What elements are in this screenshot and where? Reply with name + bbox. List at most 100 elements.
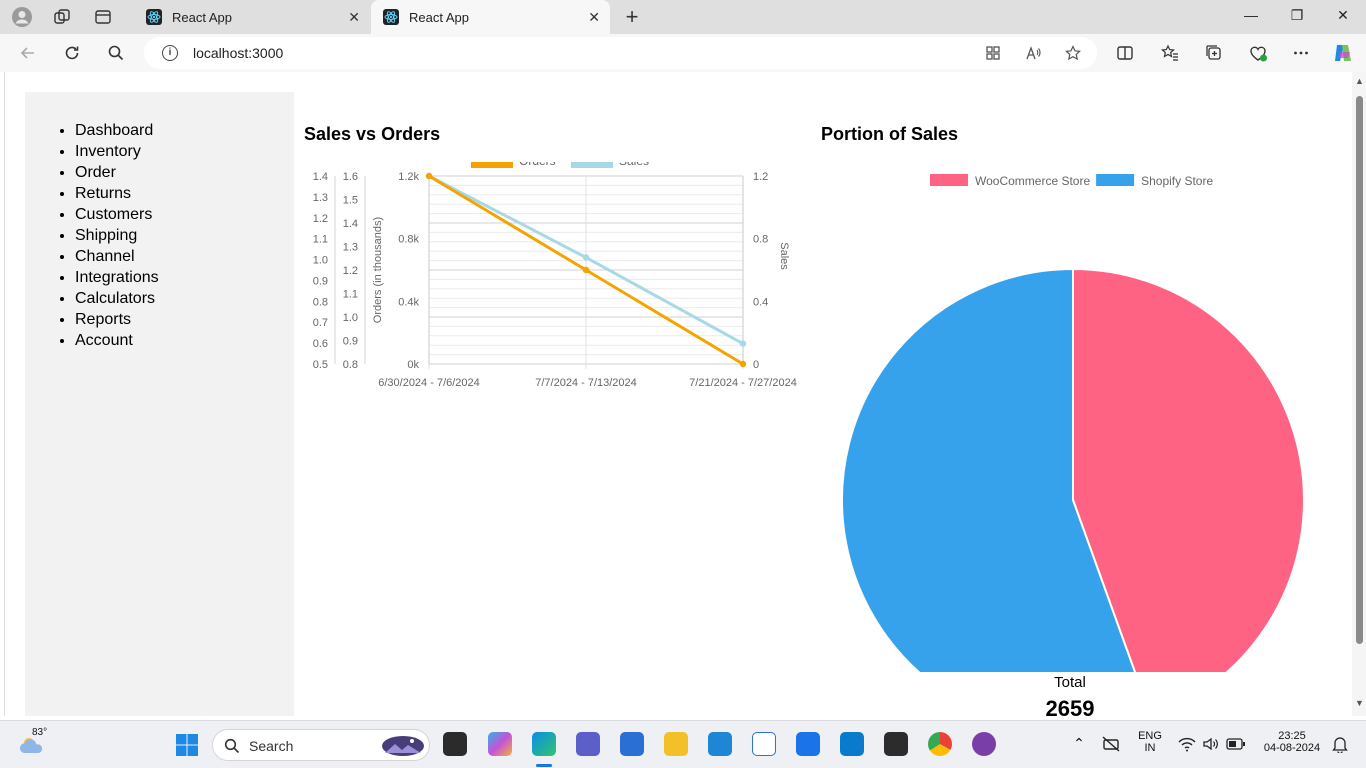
search-icon — [224, 738, 240, 754]
wifi-icon[interactable] — [1178, 736, 1196, 757]
language-indicator[interactable]: ENG IN — [1134, 730, 1166, 754]
data-point-sales — [739, 340, 747, 347]
sidebar-item-shipping[interactable]: Shipping — [75, 225, 159, 246]
active-app-indicator — [536, 764, 552, 767]
sidebar-item-calculators[interactable]: Calculators — [75, 288, 159, 309]
page-scrollbar[interactable]: ▲ ▼ — [1352, 72, 1366, 716]
taskbar-search[interactable]: Search — [212, 729, 430, 761]
extra-axis-b-tick-label: 0.9 — [343, 336, 358, 348]
x-tick-label: 7/21/2024 - 7/27/2024 — [689, 377, 797, 389]
pie-slice-woocommerce-store — [1072, 267, 1305, 672]
total-label: Total — [1054, 674, 1086, 691]
y-right-tick-label: 0 — [753, 359, 759, 371]
y-right-tick-label: 0.4 — [753, 296, 768, 308]
url-text[interactable]: localhost:3000 — [193, 45, 284, 61]
myhp-icon[interactable] — [708, 732, 732, 756]
pie-chart-title: Portion of Sales — [821, 124, 959, 144]
task-view-icon[interactable] — [443, 732, 467, 756]
collections-icon[interactable] — [1203, 42, 1225, 64]
os-taskbar: 83° Search ⌃ ENG IN 23:25 04-08-2024 — [0, 720, 1366, 768]
close-tab-icon[interactable]: ✕ — [588, 9, 600, 25]
edge-browser-icon[interactable] — [532, 732, 556, 756]
tab-react-app-2[interactable]: React App ✕ — [371, 0, 610, 34]
sidebar-item-inventory[interactable]: Inventory — [75, 141, 159, 162]
legend-swatch-orders — [471, 162, 513, 168]
sidebar-item-dashboard[interactable]: Dashboard — [75, 120, 159, 141]
react-logo-icon — [383, 9, 399, 25]
sidebar-item-account[interactable]: Account — [75, 330, 159, 351]
page-viewport: Dashboard Inventory Order Returns Custom… — [4, 72, 1366, 716]
sidebar-item-integrations[interactable]: Integrations — [75, 267, 159, 288]
new-tab-button[interactable]: + — [625, 4, 639, 29]
search-icon[interactable] — [105, 42, 127, 64]
github-desktop-icon[interactable] — [972, 732, 996, 756]
line-chart-title: Sales vs Orders — [304, 124, 441, 144]
sidebar-item-returns[interactable]: Returns — [75, 183, 159, 204]
notification-bell-icon[interactable] — [1332, 735, 1348, 758]
favorites-icon[interactable] — [1159, 42, 1181, 64]
extra-axis-a-tick-label: 1.1 — [313, 234, 328, 246]
weather-widget[interactable]: 83° — [18, 727, 48, 761]
legend-swatch-woocommerce-store — [930, 174, 968, 186]
legend-label-woocommerce-store: WooCommerce Store — [975, 174, 1090, 188]
extra-axis-b-tick-label: 1.4 — [343, 218, 358, 230]
close-window-button[interactable]: ✕ — [1337, 7, 1349, 23]
chrome-icon[interactable] — [928, 732, 952, 756]
extra-axis-a-tick-label: 0.8 — [313, 296, 328, 308]
browser-tab-strip: React App ✕ React App ✕ + — ❐ ✕ — [0, 0, 1366, 34]
language-code: ENG — [1138, 730, 1162, 742]
workspaces-icon[interactable] — [51, 6, 73, 28]
volume-icon[interactable] — [1202, 736, 1220, 757]
calendar-icon[interactable] — [796, 732, 820, 756]
browser-essentials-icon[interactable] — [1247, 42, 1269, 64]
split-screen-icon[interactable] — [1114, 42, 1136, 64]
sidebar-item-order[interactable]: Order — [75, 162, 159, 183]
windows-start-icon[interactable] — [175, 733, 199, 757]
show-hidden-icons[interactable]: ⌃ — [1073, 735, 1085, 751]
address-bar[interactable]: i localhost:3000 — [144, 37, 1097, 69]
tab-actions-icon[interactable] — [92, 6, 114, 28]
y-left-tick-label: 1.2k — [398, 171, 419, 183]
y-right-tick-label: 1.2 — [753, 171, 768, 183]
weather-temp: 83° — [32, 727, 48, 738]
clock-time: 23:25 — [1278, 730, 1306, 742]
sidebar-item-channel[interactable]: Channel — [75, 246, 159, 267]
more-options-icon[interactable] — [1290, 42, 1312, 64]
app-available-icon[interactable] — [984, 44, 1002, 62]
vscode-icon[interactable] — [840, 732, 864, 756]
teams-icon[interactable] — [576, 732, 600, 756]
microsoft-store-icon[interactable] — [620, 732, 644, 756]
file-explorer-icon[interactable] — [664, 732, 688, 756]
tab-title: React App — [409, 9, 469, 25]
y-left-tick-label: 0.4k — [398, 296, 419, 308]
network-off-icon[interactable] — [1102, 736, 1120, 757]
drawing-app-icon[interactable] — [752, 732, 776, 756]
copilot-icon[interactable] — [1332, 42, 1354, 64]
data-point-orders — [425, 172, 433, 180]
extra-axis-b-tick-label: 1.3 — [343, 242, 358, 254]
maximize-button[interactable]: ❐ — [1290, 7, 1304, 23]
refresh-icon[interactable] — [61, 42, 83, 64]
minimize-button[interactable]: — — [1244, 7, 1258, 23]
scroll-up-arrow-icon[interactable]: ▲ — [1355, 76, 1364, 86]
site-info-icon[interactable]: i — [162, 45, 178, 61]
data-point-orders — [582, 266, 590, 274]
read-aloud-icon[interactable] — [1024, 44, 1042, 62]
profile-icon[interactable] — [11, 6, 33, 28]
y-left-tick-label: 0.8k — [398, 234, 419, 246]
terminal-icon[interactable] — [884, 732, 908, 756]
back-icon[interactable] — [17, 42, 39, 64]
clock[interactable]: 23:25 04-08-2024 — [1254, 730, 1330, 754]
close-tab-icon[interactable]: ✕ — [348, 9, 360, 25]
sidebar-item-reports[interactable]: Reports — [75, 309, 159, 330]
data-point-orders — [739, 360, 747, 368]
scroll-down-arrow-icon[interactable]: ▼ — [1355, 698, 1364, 708]
legend-label-sales: Sales — [619, 162, 649, 168]
tab-react-app-1[interactable]: React App ✕ — [134, 0, 370, 34]
sidebar-nav-list: Dashboard Inventory Order Returns Custom… — [75, 120, 159, 351]
battery-icon[interactable] — [1226, 737, 1246, 756]
favorite-star-icon[interactable] — [1064, 44, 1082, 62]
scrollbar-thumb[interactable] — [1356, 96, 1363, 644]
sidebar-item-customers[interactable]: Customers — [75, 204, 159, 225]
copilot-app-icon[interactable] — [488, 732, 512, 756]
